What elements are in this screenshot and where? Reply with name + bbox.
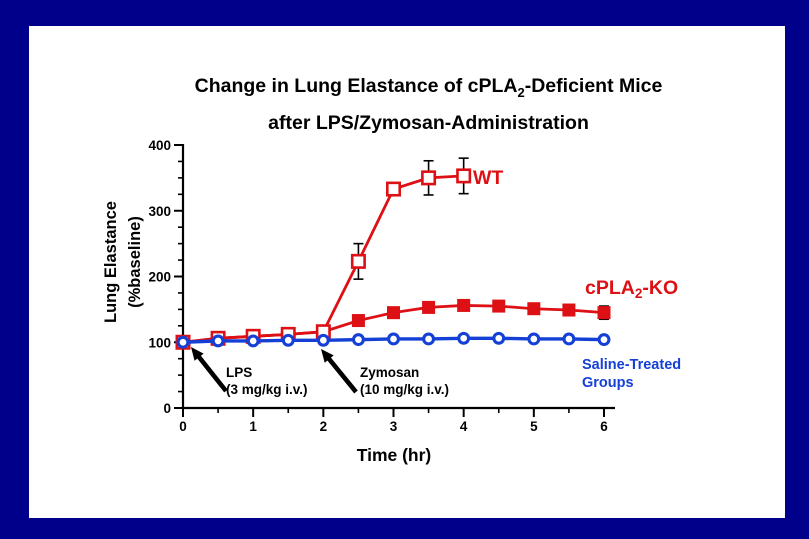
saline-marker bbox=[492, 331, 506, 345]
x-tick-label: 0 bbox=[179, 419, 187, 434]
chart-title: Change in Lung Elastance of cPLA2-Defici… bbox=[50, 71, 807, 138]
lps-arrow-icon bbox=[196, 354, 228, 393]
y-tick-label: 100 bbox=[148, 335, 171, 350]
saline-marker bbox=[176, 335, 190, 349]
saline-marker bbox=[457, 331, 471, 345]
saline-marker bbox=[281, 333, 295, 347]
zymosan-annotation-line1: Zymosan bbox=[360, 365, 419, 380]
chart-title-line2: after LPS/Zymosan-Administration bbox=[268, 111, 589, 134]
y-tick-label: 0 bbox=[163, 401, 171, 416]
saline-marker bbox=[422, 332, 436, 346]
chart-panel bbox=[29, 26, 785, 518]
wt-marker bbox=[456, 168, 472, 184]
lps-arrow-icon-head bbox=[191, 347, 204, 361]
y-tick-label: 400 bbox=[148, 138, 171, 153]
saline-marker bbox=[527, 332, 541, 346]
x-tick-label: 1 bbox=[249, 419, 257, 434]
series-label-saline-line2: Groups bbox=[582, 375, 634, 391]
chart-title-line1: Change in Lung Elastance of cPLA2-Defici… bbox=[194, 75, 663, 100]
zymosan-arrow-icon-head bbox=[321, 349, 334, 363]
series-label-saline-line1: Saline-Treated bbox=[582, 357, 681, 373]
saline-marker bbox=[351, 333, 365, 347]
y-axis-title-line2: (%baseline) bbox=[126, 216, 144, 308]
cpla2-ko-marker bbox=[457, 298, 471, 312]
cpla2-ko-marker bbox=[387, 306, 400, 320]
saline-marker bbox=[211, 334, 225, 348]
cpla2-ko-marker bbox=[422, 300, 436, 314]
cpla2-ko-marker bbox=[527, 302, 541, 316]
y-tick-label: 300 bbox=[148, 204, 171, 219]
saline-marker bbox=[597, 333, 611, 347]
cpla2-ko-marker bbox=[562, 303, 576, 317]
zymosan-arrow-icon bbox=[326, 356, 358, 394]
x-tick-label: 5 bbox=[530, 419, 538, 434]
x-tick-label: 3 bbox=[390, 419, 398, 434]
wt-marker bbox=[421, 170, 437, 186]
x-tick-label: 2 bbox=[320, 419, 328, 434]
series-label-wt: WT bbox=[473, 167, 503, 189]
wt-line bbox=[181, 174, 466, 344]
lps-annotation-line1: LPS bbox=[226, 365, 252, 380]
saline-marker bbox=[387, 332, 400, 346]
cpla2-ko-marker bbox=[351, 314, 365, 328]
lps-annotation-line2: (3 mg/kg i.v.) bbox=[226, 382, 308, 397]
series-label-cpla2-ko: cPLA2-KO bbox=[585, 277, 678, 301]
x-tick-label: 6 bbox=[600, 419, 608, 434]
x-axis-title: Time (hr) bbox=[357, 445, 432, 465]
cpla2-ko-marker bbox=[492, 299, 506, 313]
wt-marker bbox=[385, 181, 401, 197]
y-axis-title-line1: Lung Elastance bbox=[102, 201, 120, 323]
saline-marker bbox=[562, 332, 576, 346]
y-tick-label: 200 bbox=[148, 270, 171, 285]
saline-marker bbox=[246, 334, 260, 348]
wt-marker bbox=[350, 253, 366, 269]
cpla2-ko-marker bbox=[597, 306, 611, 320]
x-tick-label: 4 bbox=[460, 419, 468, 434]
saline-marker bbox=[316, 333, 330, 347]
zymosan-annotation-line2: (10 mg/kg i.v.) bbox=[360, 382, 449, 397]
